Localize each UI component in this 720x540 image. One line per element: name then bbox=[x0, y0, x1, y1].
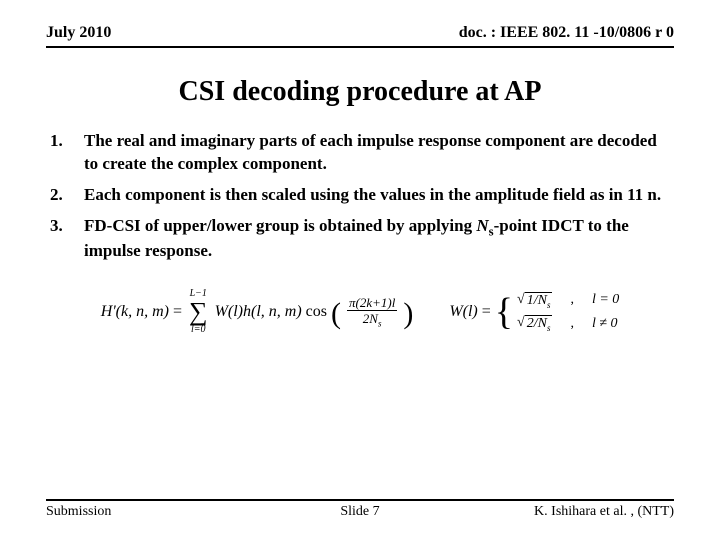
case-row: √2/Ns , l ≠ 0 bbox=[517, 315, 619, 333]
formula-main: H'(k, n, m) = L−1 ∑ l=0 W(l)h(l, n, m) c… bbox=[101, 289, 414, 335]
formula-weight: W(l) = { √1/Ns , l = 0 √2/Ns , l ≠ 0 bbox=[449, 289, 619, 335]
list-number: 2. bbox=[46, 184, 84, 207]
case-row: √1/Ns , l = 0 bbox=[517, 292, 619, 310]
footer-left: Submission bbox=[46, 504, 111, 520]
list-number: 3. bbox=[46, 215, 84, 264]
slide-page: July 2010 doc. : IEEE 802. 11 -10/0806 r… bbox=[0, 0, 720, 540]
fraction: π(2k+1)l 2Ns bbox=[347, 296, 397, 329]
footer-slide-number: Slide 7 bbox=[340, 504, 379, 520]
list-text: Each component is then scaled using the … bbox=[84, 184, 674, 207]
summation: L−1 ∑ l=0 bbox=[189, 289, 208, 335]
header-bar: July 2010 doc. : IEEE 802. 11 -10/0806 r… bbox=[46, 24, 674, 48]
formula-block: H'(k, n, m) = L−1 ∑ l=0 W(l)h(l, n, m) c… bbox=[46, 289, 674, 335]
list-item: 1. The real and imaginary parts of each … bbox=[46, 130, 674, 176]
header-doc-id: doc. : IEEE 802. 11 -10/0806 r 0 bbox=[459, 24, 674, 42]
footer-bar: Submission Slide 7 K. Ishihara et al. , … bbox=[46, 499, 674, 520]
header-date: July 2010 bbox=[46, 24, 111, 42]
list-item: 3. FD-CSI of upper/lower group is obtain… bbox=[46, 215, 674, 264]
list-number: 1. bbox=[46, 130, 84, 176]
numbered-list: 1. The real and imaginary parts of each … bbox=[46, 130, 674, 271]
list-text: The real and imaginary parts of each imp… bbox=[84, 130, 674, 176]
list-item: 2. Each component is then scaled using t… bbox=[46, 184, 674, 207]
page-title: CSI decoding procedure at AP bbox=[46, 76, 674, 108]
footer-author: K. Ishihara et al. , (NTT) bbox=[534, 504, 674, 520]
list-text: FD-CSI of upper/lower group is obtained … bbox=[84, 215, 674, 264]
piecewise: { √1/Ns , l = 0 √2/Ns , l ≠ 0 bbox=[495, 292, 620, 334]
